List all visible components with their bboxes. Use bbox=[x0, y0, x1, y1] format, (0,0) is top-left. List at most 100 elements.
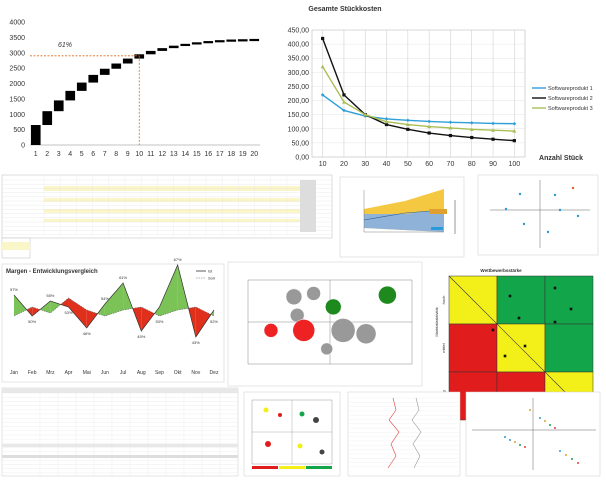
swot-dot bbox=[514, 441, 516, 443]
wettbewerb-point bbox=[508, 294, 512, 298]
stk-y-tick: 350,00 bbox=[288, 56, 310, 63]
pareto-x-tick: 19 bbox=[239, 151, 247, 158]
stk-point bbox=[342, 93, 346, 97]
pareto-bar bbox=[111, 63, 122, 69]
margen-area bbox=[195, 307, 211, 337]
margen-legend-label: Ist bbox=[208, 269, 213, 274]
pareto-x-tick: 17 bbox=[216, 151, 224, 158]
pareto-y-tick: 500 bbox=[13, 127, 25, 134]
margen-area bbox=[32, 307, 40, 316]
margen-label: 67% bbox=[174, 257, 182, 262]
margen-title: Margen - Entwicklungsvergleich bbox=[6, 269, 98, 275]
margen-label: 57% bbox=[10, 287, 18, 292]
pareto-x-tick: 1 bbox=[34, 151, 38, 158]
pareto-bar bbox=[157, 48, 168, 51]
stk-point bbox=[491, 128, 496, 132]
margen-label: 53% bbox=[65, 310, 73, 315]
portfolio-bubble bbox=[292, 319, 316, 342]
portfolio-bubble bbox=[330, 318, 356, 343]
stk-point bbox=[469, 121, 474, 125]
swot-dot bbox=[504, 436, 506, 438]
pareto-bar bbox=[65, 90, 76, 101]
stk-point bbox=[406, 118, 410, 123]
stk-y-tick: 100,00 bbox=[288, 126, 310, 133]
pareto-y-tick: 1500 bbox=[9, 96, 25, 103]
margen-ist-line bbox=[13, 263, 215, 338]
wettbewerb-point bbox=[569, 307, 573, 311]
pareto-chart: 0 500 1000 1500 2000 2500 3000 3500 4000 1 2 3 4 5 6 7 8… bbox=[9, 20, 260, 158]
stk-point bbox=[384, 122, 389, 127]
wettbewerb-cell bbox=[448, 323, 498, 373]
margen-area bbox=[14, 295, 27, 316]
profile-thumbnail bbox=[347, 391, 461, 477]
margen-label: 43% bbox=[192, 340, 200, 345]
portfolio-bubble bbox=[355, 323, 377, 345]
margen-area bbox=[154, 307, 160, 316]
margen-area-positive bbox=[159, 265, 178, 316]
margen-legend: Ist Soll bbox=[196, 269, 215, 281]
margen-area bbox=[97, 304, 105, 316]
portfolio-chart bbox=[227, 261, 423, 387]
stk-y-tick: 300,00 bbox=[288, 70, 310, 77]
wettbewerb-cell bbox=[544, 323, 594, 373]
stk-point bbox=[406, 127, 410, 131]
stk-point bbox=[427, 131, 431, 135]
margen-area-positive bbox=[104, 283, 124, 316]
pareto-x-tick: 7 bbox=[103, 151, 107, 158]
spreadsheet-thumbnail-small bbox=[1, 237, 31, 259]
stueckkosten-title: Gesamte Stückkosten bbox=[308, 6, 381, 13]
stk-x-tick: 60 bbox=[425, 161, 433, 168]
portfolio-bubble bbox=[320, 342, 333, 356]
stk-y-tick: 400,00 bbox=[288, 42, 310, 49]
wettbewerb-point bbox=[503, 354, 507, 358]
stk-point bbox=[341, 99, 346, 104]
margen-area-negative bbox=[68, 298, 87, 328]
pareto-bar bbox=[53, 100, 64, 112]
wettbewerb-point bbox=[491, 328, 495, 332]
wettbewerb-point bbox=[517, 316, 521, 320]
stk-y-tick: 450,00 bbox=[288, 28, 310, 35]
portfolio-bubble bbox=[378, 285, 397, 305]
stk-point bbox=[491, 137, 495, 141]
swot-thumbnail bbox=[465, 391, 601, 477]
margen-area bbox=[50, 301, 61, 313]
stk-point bbox=[384, 119, 389, 124]
stk-series-line bbox=[321, 38, 515, 142]
margen-label: 46% bbox=[83, 331, 91, 336]
stk-point bbox=[363, 112, 368, 117]
margen-chart: Margen - Entwicklungsvergleich Ist Soll J… bbox=[1, 257, 225, 383]
pareto-y-tick: 2500 bbox=[9, 66, 25, 73]
stk-y-tick: 0,00 bbox=[295, 155, 309, 162]
stk-point bbox=[427, 124, 432, 129]
pareto-x-tick: 10 bbox=[135, 151, 143, 158]
stk-point bbox=[469, 127, 474, 131]
margen-area bbox=[141, 307, 155, 331]
stk-series-line bbox=[322, 66, 515, 132]
pareto-x-tick: 3 bbox=[57, 151, 61, 158]
swot-dot bbox=[554, 427, 556, 429]
stk-point bbox=[470, 135, 474, 140]
stk-x-tick: 10 bbox=[319, 161, 327, 168]
swot-dot bbox=[571, 458, 573, 460]
margen-label: 61% bbox=[119, 275, 127, 280]
pareto-x-tick: 15 bbox=[193, 151, 201, 158]
pareto-x-tick: 20 bbox=[250, 151, 258, 158]
wettbewerb-title: Wettbewerbsstärke bbox=[480, 268, 522, 273]
mini-matrix-thumbnail bbox=[243, 391, 341, 477]
pareto-x-tick: 5 bbox=[80, 151, 84, 158]
wettbewerb-cell bbox=[544, 275, 594, 325]
pareto-bar bbox=[30, 125, 41, 145]
wettbewerb-cell bbox=[496, 275, 546, 325]
stk-x-tick: 70 bbox=[447, 161, 455, 168]
pareto-x-tick: 18 bbox=[227, 151, 235, 158]
pareto-bar bbox=[226, 39, 237, 42]
stueckkosten-xlabel: Anzahl Stück bbox=[539, 155, 583, 162]
pareto-y-tick: 3500 bbox=[9, 35, 25, 42]
stk-y-tick: 200,00 bbox=[288, 98, 310, 105]
margen-soll-line bbox=[13, 297, 215, 317]
margen-area bbox=[86, 310, 98, 328]
swot-dot bbox=[539, 417, 541, 419]
pareto-bar bbox=[203, 41, 214, 44]
stk-x-tick: 30 bbox=[361, 161, 369, 168]
